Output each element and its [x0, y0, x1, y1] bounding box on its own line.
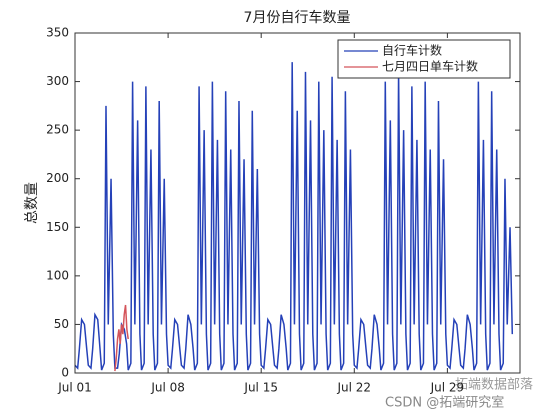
y-tick-label: 100	[46, 268, 69, 282]
watermark: CSDN @拓端研究室	[385, 395, 504, 411]
plot-frame	[74, 32, 521, 374]
y-tick-label: 0	[61, 366, 69, 380]
y-tick-label: 250	[46, 123, 69, 137]
y-axis-label: 总数量	[24, 182, 40, 224]
x-tick-label: Jul 22	[337, 381, 372, 395]
series-line	[75, 62, 514, 371]
x-tick-label: Jul 08	[150, 381, 185, 395]
y-tick-label: 350	[46, 26, 69, 40]
x-tick-label: Jul 29	[430, 381, 465, 395]
legend-label: 七月四日单车计数	[382, 59, 478, 74]
x-tick-label: Jul 15	[243, 381, 278, 395]
chart-title: 7月份自行车数量	[244, 9, 351, 26]
legend-label: 自行车计数	[382, 43, 442, 58]
y-tick-label: 300	[46, 74, 69, 88]
series-line	[114, 304, 129, 372]
y-tick-label: 150	[46, 220, 69, 234]
y-tick-label: 200	[46, 171, 69, 185]
logo: 拓端数据部落	[455, 378, 533, 393]
legend-box	[337, 39, 511, 79]
x-tick-label: Jul 01	[57, 381, 92, 395]
y-tick-label: 50	[54, 317, 69, 331]
